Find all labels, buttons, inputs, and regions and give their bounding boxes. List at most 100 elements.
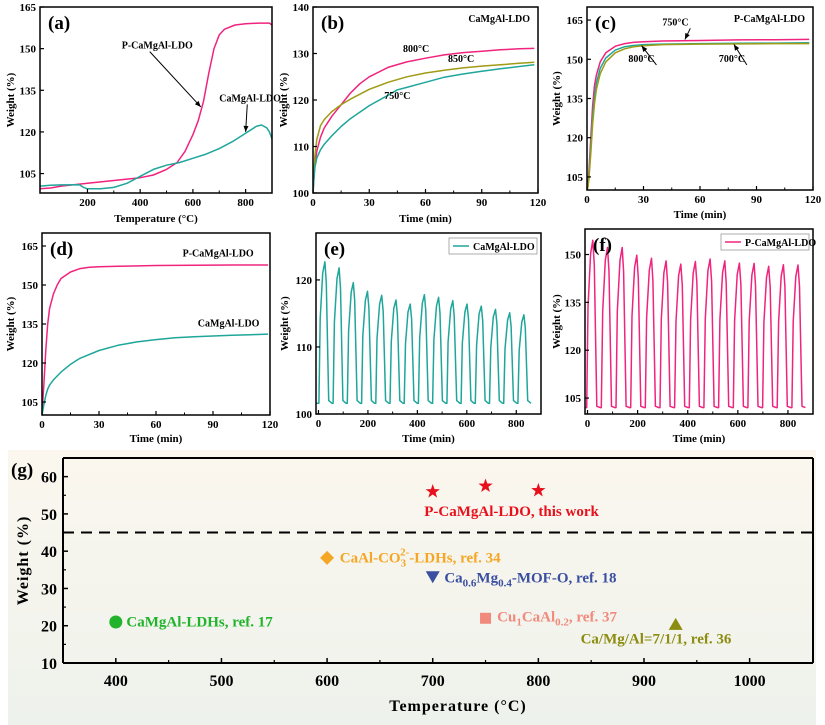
x-axis-title: Time (min) (673, 433, 726, 445)
y-tick-label: 40 (41, 544, 57, 561)
panel-label: (d) (50, 239, 73, 260)
y-tick-label: 110 (296, 342, 312, 354)
y-tick-label: 135 (567, 94, 584, 106)
panel-title: CaMgAl-LDO (468, 14, 530, 25)
data-label-part: Mg (476, 570, 498, 586)
legend-box (448, 237, 538, 255)
x-tick-label: 1000 (734, 673, 766, 690)
x-tick-label: 800 (526, 673, 550, 690)
data-label-part: Ca/Mg/Al=7/1/1, ref. 36 (581, 632, 732, 648)
chart-panel-c: 0 30 60 90 120 105 120 135 150 165 Time (min) Weigh… (551, 6, 822, 221)
star-marker (478, 478, 493, 492)
x-axis-title: Temperature (°C) (114, 213, 198, 225)
panel-label: (b) (321, 13, 344, 34)
x-tick-label: 60 (151, 419, 163, 431)
annotation-label: P-CaMgAl-LDO (122, 41, 193, 52)
panel-label: (f) (593, 235, 612, 256)
annotation-label: 850°C (448, 54, 474, 65)
annotation-label: 750°C (662, 17, 688, 28)
y-axis-title: Weight (%) (278, 72, 290, 127)
triangle-down-marker (425, 571, 440, 584)
x-tick-label: 200 (629, 418, 646, 430)
y-tick-label: 60 (41, 470, 57, 487)
data-label-part: CaMgAl-LDHs, ref. 17 (126, 614, 273, 630)
y-axis-title: Weight (%) (5, 296, 17, 351)
data-label-part: 0.4 (498, 577, 512, 589)
data-label: CaAl-CO32--LDHs, ref. 34 (340, 546, 501, 569)
y-tick-label: 150 (567, 54, 584, 66)
y-tick-label: 130 (293, 49, 310, 61)
legend-label: CaMgAl-LDO (473, 242, 535, 253)
data-label-part: 2- (400, 546, 410, 558)
y-tick-label: 165 (20, 2, 37, 14)
x-tick-label: 0 (310, 197, 316, 209)
chart-panel-e: 0 200 400 600 800 100 110 120 Time (min) Weight (… (279, 232, 542, 445)
triangle-up-marker (668, 617, 683, 630)
x-tick-label: 600 (730, 418, 747, 430)
x-tick-label: 700 (421, 673, 445, 690)
x-tick-label: 400 (104, 673, 128, 690)
y-tick-label: 135 (22, 319, 39, 331)
y-tick-label: 135 (565, 297, 582, 309)
data-label-part: 3 (401, 557, 407, 569)
panel-label: (c) (595, 13, 616, 34)
series-line (40, 22, 272, 190)
y-tick-label: 140 (293, 2, 310, 14)
x-axis-title: Time (min) (402, 433, 455, 445)
annotation-arrow-head (243, 125, 249, 132)
panel-label: (e) (324, 239, 345, 260)
panel-title: P-CaMgAl-LDO (734, 14, 805, 25)
x-tick-label: 400 (409, 418, 426, 430)
annotation-label: P-CaMgAl-LDO (183, 248, 254, 259)
annotation-label: CaMgAl-LDO (219, 93, 281, 104)
series-line (42, 333, 269, 415)
y-tick-label: 50 (41, 507, 57, 524)
panel-label: (g) (11, 460, 33, 481)
y-tick-label: 105 (565, 393, 582, 405)
plot-frame (586, 6, 814, 191)
circle-marker (109, 615, 123, 629)
annotation-label: 700°C (719, 54, 745, 65)
plot-frame (584, 228, 814, 415)
x-tick-label: 600 (459, 418, 476, 430)
x-axis-title: Temperature (°C) (389, 698, 526, 715)
y-axis-title: Weight (%) (551, 294, 563, 349)
y-tick-label: 105 (567, 172, 584, 184)
series-line (40, 124, 272, 190)
series-line (587, 42, 810, 190)
y-tick-label: 100 (293, 188, 310, 200)
data-label-part: P-CaMgAl-LDO, this work (424, 504, 599, 520)
x-tick-label: 90 (476, 197, 488, 209)
x-tick-label: 30 (94, 419, 106, 431)
x-tick-label: 0 (585, 418, 591, 430)
x-tick-label: 400 (132, 197, 149, 209)
data-label-part: CaAl (522, 609, 555, 625)
data-label-part: 1 (516, 616, 522, 628)
annotation-arrow-line (149, 51, 202, 108)
y-axis-title: Weight (%) (15, 516, 32, 606)
x-tick-label: 600 (315, 673, 339, 690)
annotation-label: 800°C (403, 44, 429, 55)
annotation-label: CaMgAl-LDO (198, 319, 260, 330)
y-tick-label: 110 (293, 142, 309, 154)
series-line (587, 42, 810, 190)
x-tick-label: 60 (420, 197, 432, 209)
x-tick-label: 800 (780, 418, 797, 430)
panel-label: (a) (48, 13, 70, 34)
chart-panel-b: 0 30 60 90 120 100 110 120 130 140 Time (min) Weigh… (278, 2, 547, 225)
data-label: Ca/Mg/Al=7/1/1, ref. 36 (581, 632, 732, 648)
chart-panel-g: 400 500 600 700 800 900 1000 10 20 30 40 50 60 Temper… (8, 450, 816, 725)
star-marker (425, 484, 440, 498)
data-label-part: Cu (497, 609, 516, 625)
x-tick-label: 600 (185, 197, 202, 209)
x-tick-label: 120 (805, 194, 822, 206)
data-label-part: Ca (444, 570, 463, 586)
x-tick-label: 0 (584, 194, 590, 206)
x-tick-label: 800 (508, 418, 525, 430)
square-marker (480, 612, 492, 624)
data-label-part: -LDHs, ref. 34 (409, 550, 501, 566)
y-tick-label: 20 (41, 619, 57, 636)
plot-frame (315, 232, 542, 415)
y-tick-label: 120 (20, 127, 37, 139)
y-tick-label: 165 (567, 15, 584, 27)
